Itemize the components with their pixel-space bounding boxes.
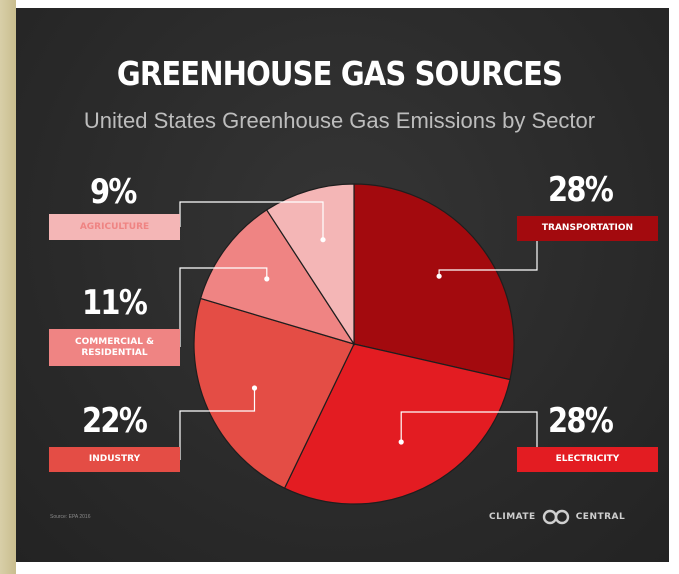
tag-transportation: TRANSPORTATION <box>517 216 658 241</box>
pie-slice-transportation <box>353 183 515 381</box>
tag-commercial-residential: COMMERCIAL & RESIDENTIAL <box>49 329 180 366</box>
pie-slice-commercial-residential <box>199 209 356 346</box>
chart-subtitle: United States Greenhouse Gas Emissions b… <box>83 108 596 133</box>
tag-industry: INDUSTRY <box>49 447 180 472</box>
pct-label-agriculture: 9% <box>90 172 137 212</box>
leader-line-commercial-residential <box>179 267 268 347</box>
chart-title: GREENHOUSE GAS SOURCES <box>116 54 563 93</box>
brand-right-text: CENTRAL <box>575 512 626 522</box>
tag-electricity: ELECTRICITY <box>517 447 658 472</box>
leader-dot-commercial-residential <box>264 276 270 282</box>
tag-agriculture: AGRICULTURE <box>49 214 180 240</box>
pie-slice-industry <box>193 297 355 489</box>
left-edge-strip <box>0 0 16 574</box>
leader-line-agriculture <box>179 201 324 240</box>
leader-line-electricity <box>400 411 538 460</box>
leader-line-transportation <box>438 229 538 277</box>
leader-dot-transportation <box>436 273 442 279</box>
climate-central-logo-icon <box>542 509 569 525</box>
leader-line-industry <box>179 388 256 460</box>
brand-logo: CLIMATE CENTRAL <box>489 508 625 526</box>
leader-dot-agriculture <box>320 237 326 243</box>
pie-slice-agriculture <box>265 183 355 347</box>
source-note: Source: EPA 2016 <box>50 514 91 520</box>
leader-dot-industry <box>251 385 258 391</box>
pct-label-transportation: 28% <box>548 170 614 210</box>
pct-label-industry: 22% <box>82 401 148 441</box>
pct-label-electricity: 28% <box>548 401 614 441</box>
pct-label-commercial-residential: 11% <box>82 283 148 323</box>
brand-left-text: CLIMATE <box>489 512 536 522</box>
leader-dot-electricity <box>398 439 404 445</box>
